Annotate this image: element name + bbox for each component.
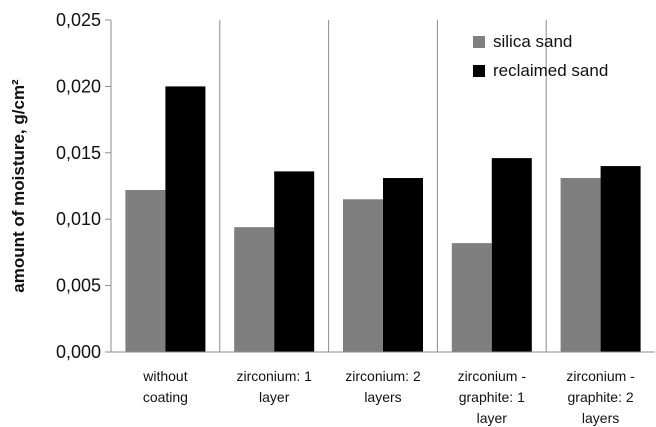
legend-swatch	[473, 36, 485, 48]
y-tick-labels: 0,000 0,005 0,010 0,015 0,020 0,025	[56, 10, 101, 362]
x-category-labels: without coating zirconium: 1 layer zirconium…	[142, 368, 635, 426]
y-tick-label: 0,010	[56, 209, 101, 229]
y-tick-label: 0,000	[56, 342, 101, 362]
legend-swatch	[473, 65, 485, 77]
bar-reclaimed-sand	[600, 166, 641, 352]
bar-reclaimed-sand	[165, 86, 206, 353]
y-tick-label: 0,020	[56, 76, 101, 96]
grid-layer	[219, 20, 547, 352]
bar-layer	[125, 86, 641, 353]
bar-reclaimed-sand	[491, 158, 532, 352]
y-tick-label: 0,005	[56, 276, 101, 296]
y-axis-label: amount of moisture, g/cm²	[9, 79, 28, 293]
bar-silica-sand	[343, 199, 383, 352]
y-tick-label: 0,025	[56, 10, 101, 30]
axis-layer	[105, 19, 655, 353]
bar-reclaimed-sand	[383, 178, 423, 352]
x-category-label: without coating	[142, 368, 188, 405]
legend-label: silica sand	[493, 32, 572, 51]
x-category-label: zirconium -graphite: 1 layer	[458, 368, 527, 426]
bar-reclaimed-sand	[274, 171, 315, 352]
x-category-label: zirconium -graphite: 2 layers	[566, 368, 635, 426]
legend-label: reclaimed sand	[493, 61, 608, 80]
bar-silica-sand	[234, 227, 275, 352]
bar-silica-sand	[125, 189, 166, 352]
bar-silica-sand	[560, 178, 601, 352]
x-category-label: zirconium: 1 layer	[236, 368, 312, 405]
y-tick-label: 0,015	[56, 143, 101, 163]
legend: silica sand reclaimed sand	[473, 32, 608, 80]
bar-silica-sand	[451, 243, 492, 352]
x-category-label: zirconium: 2 layers	[345, 368, 421, 405]
